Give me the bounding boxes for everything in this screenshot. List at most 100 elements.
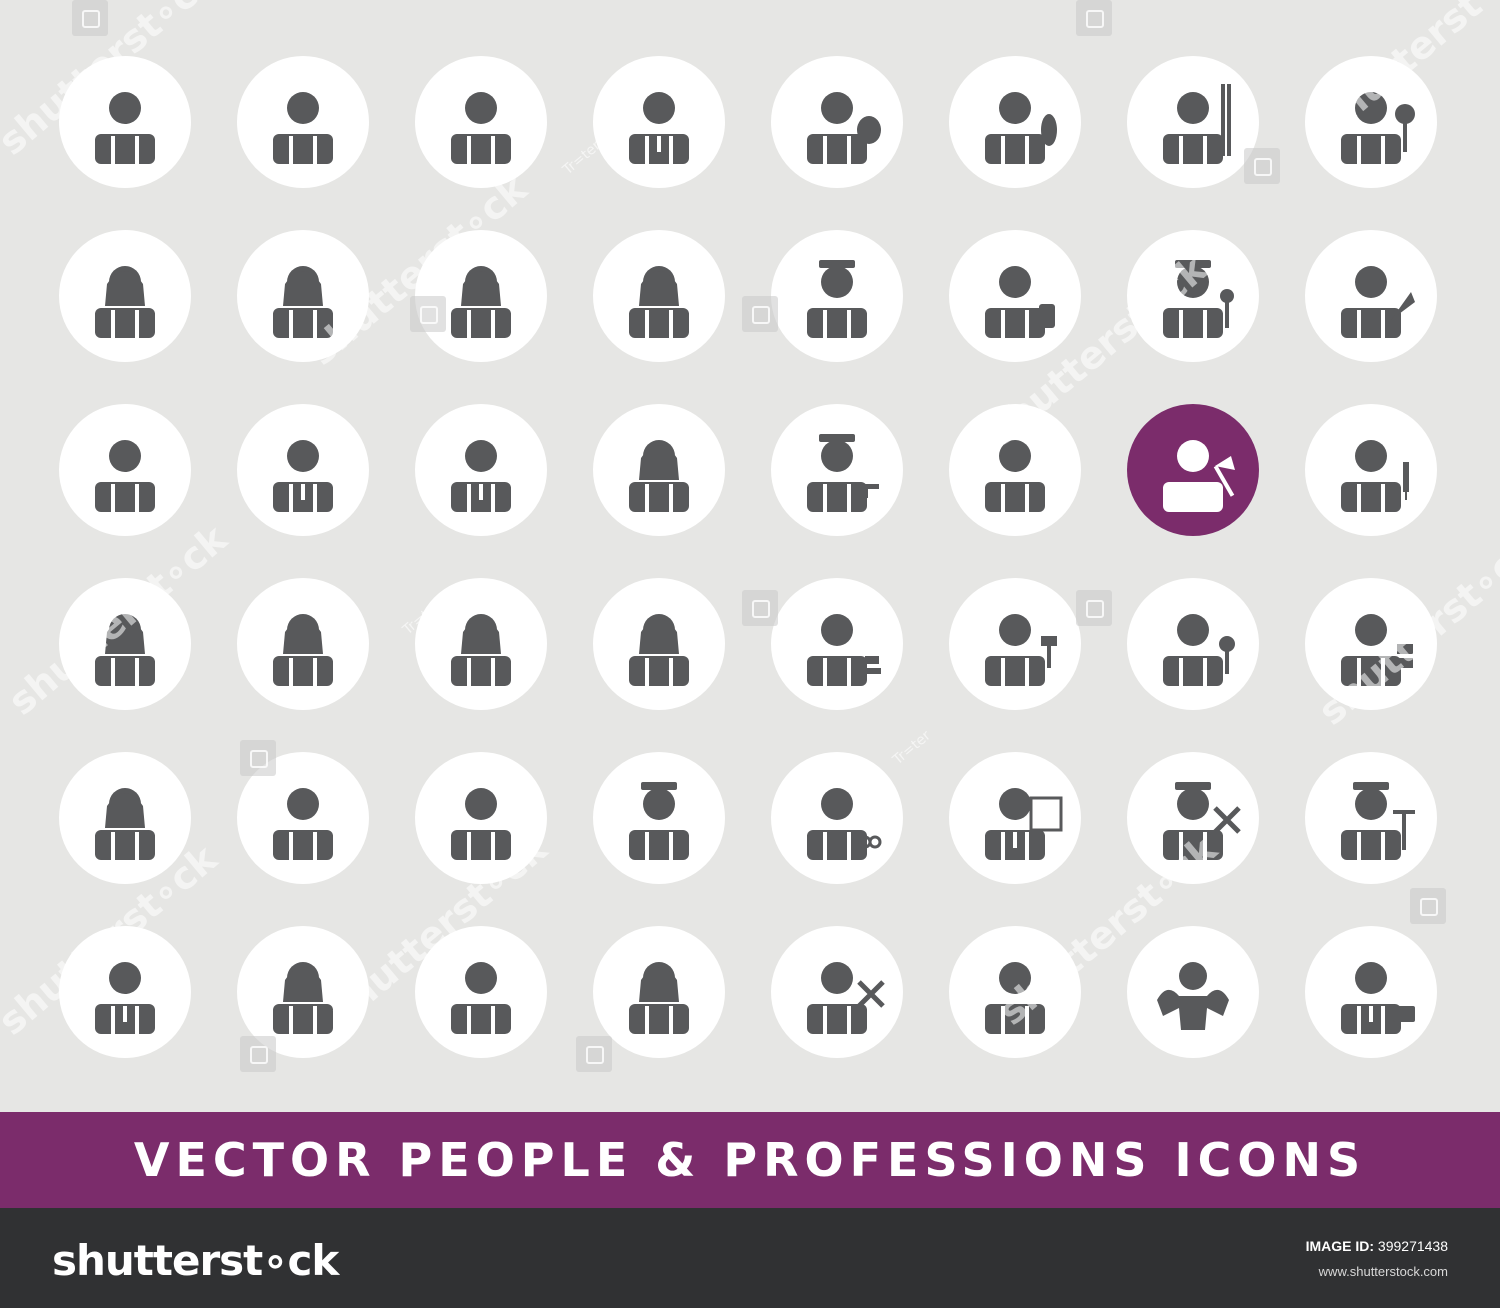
businessman-glasses-icon-glyph — [629, 92, 689, 164]
graduate-icon-glyph — [807, 260, 867, 338]
builder-bricks-icon-glyph — [1341, 614, 1413, 686]
doctor-syringe-icon — [1305, 404, 1437, 536]
businessman-briefcase-icon-glyph — [1341, 962, 1415, 1034]
man-cap-icon — [593, 752, 725, 884]
doctor-syringe-icon-glyph — [1341, 440, 1409, 512]
businesswoman-icon — [59, 752, 191, 884]
man-bowtie-icon — [415, 404, 547, 536]
footer-url: www.shutterstock.com — [1318, 1264, 1448, 1279]
footer-bar: shutterst∘ck IMAGE ID: 399271438 www.shu… — [0, 1208, 1500, 1308]
woman-curly-long-icon-glyph — [273, 962, 333, 1034]
chef-spoon-icon-glyph — [1163, 260, 1234, 338]
bodybuilder-icon — [1127, 926, 1259, 1058]
man-short-hair-icon-glyph — [451, 962, 511, 1034]
woman-bob-hair-icon — [237, 578, 369, 710]
judge-gavel-icon-glyph — [807, 614, 881, 686]
businessman-tie-icon-glyph — [273, 440, 333, 512]
watermark-mark — [240, 1036, 276, 1072]
painter-roller-icon — [949, 578, 1081, 710]
businessman-briefcase-icon — [1305, 926, 1437, 1058]
girl-pigtails-icon-glyph — [451, 614, 511, 686]
barber-scissors-icon — [771, 752, 903, 884]
man-bowtie-icon-glyph — [451, 440, 511, 512]
painter-roller-icon-glyph — [985, 614, 1057, 686]
image-id-value: 399271438 — [1377, 1238, 1448, 1254]
woman-curly-icon-glyph — [95, 614, 155, 686]
woman-long-hair-icon — [593, 578, 725, 710]
image-id-label: IMAGE ID: — [1305, 1238, 1375, 1254]
girl-round-face-icon — [593, 404, 725, 536]
diver-snorkel-icon-glyph — [1163, 84, 1231, 164]
farmer-rake-icon-glyph — [1341, 782, 1415, 860]
title-banner: VECTOR PEOPLE & PROFESSIONS ICONS — [0, 1112, 1500, 1208]
watermark-mark — [576, 1036, 612, 1072]
mechanic-wrench-icon-glyph — [1163, 614, 1235, 686]
watermark-mark — [410, 296, 446, 332]
policeman-gun-icon — [771, 404, 903, 536]
bellboy-luggage-icon-glyph — [985, 266, 1055, 338]
builder-trowel-icon-glyph — [1341, 266, 1415, 338]
woman-short-hair-icon — [593, 926, 725, 1058]
policeman-gun-icon-glyph — [807, 434, 879, 512]
woman-ponytails-icon — [237, 230, 369, 362]
worker-sign-icon-glyph — [1341, 92, 1415, 164]
footer-logo: shutterst∘ck — [52, 1236, 339, 1285]
messy-hair-boy-icon-glyph — [95, 440, 155, 512]
mechanic-wrench-icon — [1127, 578, 1259, 710]
diver-snorkel-icon — [1127, 56, 1259, 188]
watermark-mark — [742, 296, 778, 332]
banner-title: VECTOR PEOPLE & PROFESSIONS ICONS — [133, 1133, 1367, 1187]
bodybuilder-icon-glyph — [1157, 962, 1229, 1030]
worker-tool-icon — [949, 56, 1081, 188]
presenter-board-icon — [949, 752, 1081, 884]
watermark-mark — [1076, 0, 1112, 36]
barber-scissors-icon-glyph — [807, 788, 882, 860]
waiter-bowtie-icon-glyph — [95, 962, 155, 1034]
watermark-mark — [742, 590, 778, 626]
businesswoman-icon-glyph — [95, 788, 155, 860]
old-man-mustache-icon — [237, 56, 369, 188]
woman-headband-icon — [593, 230, 725, 362]
image-id: IMAGE ID: 399271438 — [1306, 1238, 1448, 1254]
woman-glasses-icon-glyph — [451, 266, 511, 338]
person-icon-glyph — [451, 92, 511, 164]
astronaut-planet-icon-glyph — [807, 962, 885, 1034]
old-man-mustache-icon-glyph — [273, 92, 333, 164]
worker-tool-icon-glyph — [985, 92, 1057, 164]
judge-gavel-icon — [771, 578, 903, 710]
pilot-plane-icon — [1127, 752, 1259, 884]
girl-round-face-icon-glyph — [629, 440, 689, 512]
old-man-bald-icon-glyph — [273, 788, 333, 860]
bellboy-luggage-icon — [949, 230, 1081, 362]
astronaut-planet-icon — [771, 926, 903, 1058]
person-icon — [415, 56, 547, 188]
person-overalls-icon-glyph — [95, 92, 155, 164]
woman-ponytails-icon-glyph — [273, 266, 333, 338]
woman-long-hair-icon-glyph — [629, 614, 689, 686]
watermark-mark — [72, 0, 108, 36]
presenter-board-icon-glyph — [985, 788, 1063, 860]
woman-icon-glyph — [95, 266, 155, 338]
builder-bricks-icon — [1305, 578, 1437, 710]
icon-grid — [59, 56, 1437, 1058]
watermark-mark — [240, 740, 276, 776]
girl-pigtails-icon — [415, 578, 547, 710]
man-short-hair-icon — [415, 926, 547, 1058]
businessman-tie-icon — [237, 404, 369, 536]
boy-curly-icon-glyph — [451, 788, 511, 860]
artist-painter-icon-glyph — [807, 92, 881, 164]
boy-curly-icon — [415, 752, 547, 884]
operator-headset-icon-glyph — [985, 962, 1045, 1034]
waiter-icon-glyph — [985, 440, 1045, 512]
watermark-mark — [1076, 590, 1112, 626]
woman-short-hair-icon-glyph — [629, 962, 689, 1034]
man-cap-icon-glyph — [629, 782, 689, 860]
waiter-bowtie-icon — [59, 926, 191, 1058]
worker-sign-icon — [1305, 56, 1437, 188]
woman-headband-icon-glyph — [629, 266, 689, 338]
firefighter-axe-icon — [1127, 404, 1259, 536]
watermark-mark — [1410, 888, 1446, 924]
chef-spoon-icon — [1127, 230, 1259, 362]
person-overalls-icon — [59, 56, 191, 188]
messy-hair-boy-icon — [59, 404, 191, 536]
